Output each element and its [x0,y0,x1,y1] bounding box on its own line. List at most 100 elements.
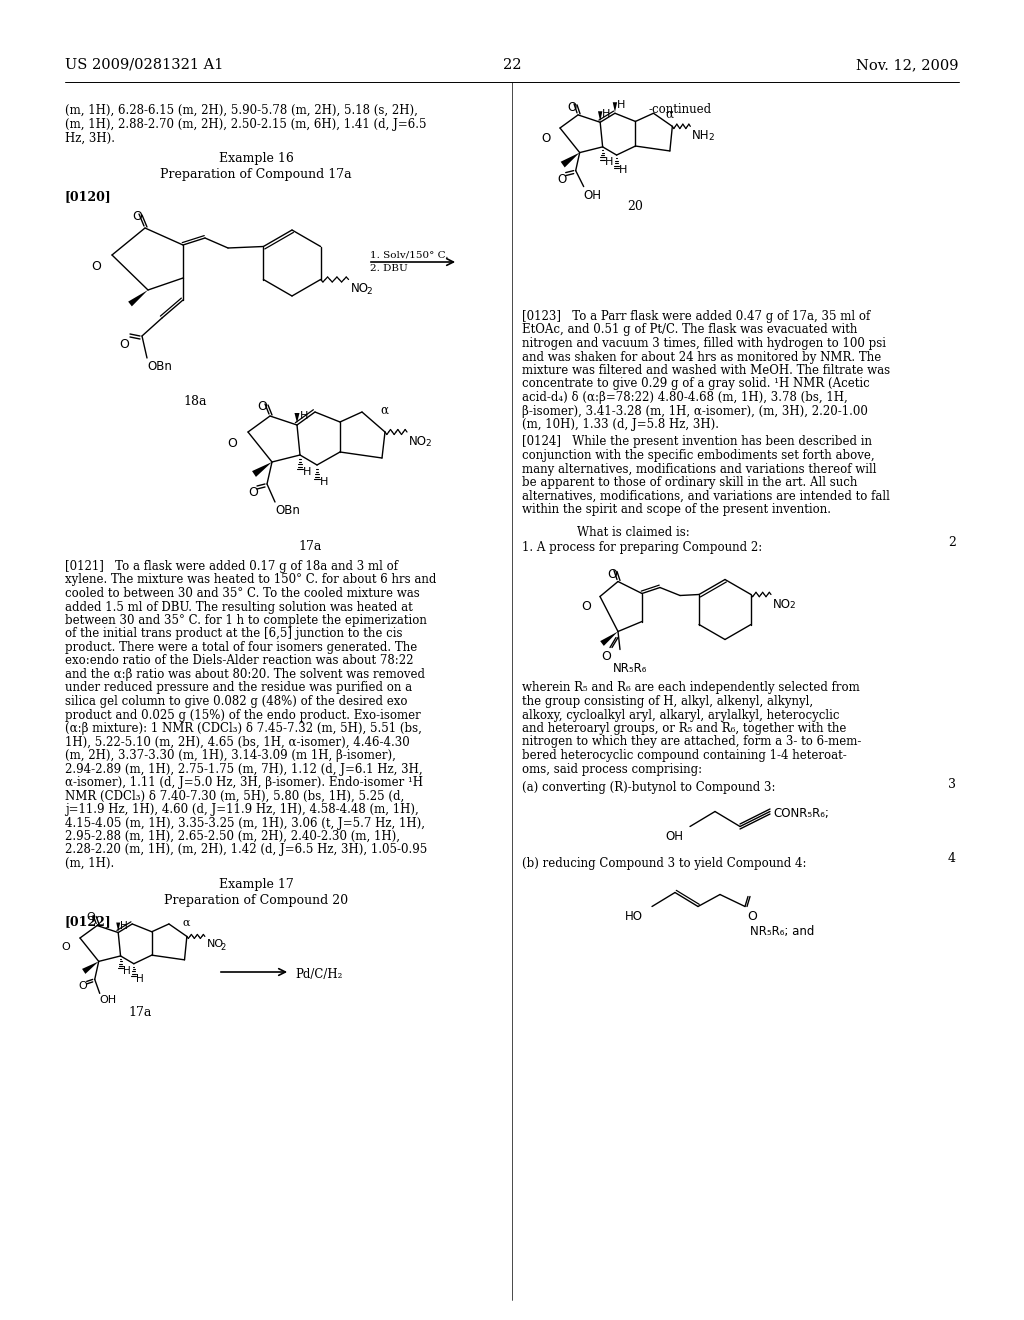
Text: 3: 3 [948,777,956,791]
Text: NR₅R₆: NR₅R₆ [613,661,647,675]
Text: be apparent to those of ordinary skill in the art. All such: be apparent to those of ordinary skill i… [522,477,857,488]
Text: O: O [567,100,577,114]
Text: 2.28-2.20 (m, 1H), (m, 2H), 1.42 (d, J=6.5 Hz, 3H), 1.05-0.95: 2.28-2.20 (m, 1H), (m, 2H), 1.42 (d, J=6… [65,843,427,857]
Text: many alternatives, modifications and variations thereof will: many alternatives, modifications and var… [522,462,877,475]
Text: O: O [581,601,591,614]
Text: H: H [136,974,143,983]
Text: acid-d₄) δ (α:β=78:22) 4.80-4.68 (m, 1H), 3.78 (bs, 1H,: acid-d₄) δ (α:β=78:22) 4.80-4.68 (m, 1H)… [522,391,848,404]
Polygon shape [116,923,120,932]
Text: NH: NH [692,129,710,143]
Text: bered heterocyclic compound containing 1-4 heteroat-: bered heterocyclic compound containing 1… [522,748,847,762]
Text: [0124]   While the present invention has been described in: [0124] While the present invention has b… [522,436,872,449]
Text: H: H [319,477,329,487]
Text: the group consisting of H, alkyl, alkenyl, alkynyl,: the group consisting of H, alkyl, alkeny… [522,696,813,708]
Text: (m, 1H), 6.28-6.15 (m, 2H), 5.90-5.78 (m, 2H), 5.18 (s, 2H),: (m, 1H), 6.28-6.15 (m, 2H), 5.90-5.78 (m… [65,104,418,117]
Text: Pd/C/H₂: Pd/C/H₂ [295,968,342,981]
Text: H: H [602,110,610,119]
Text: OH: OH [584,189,602,202]
Text: Example 17: Example 17 [219,878,293,891]
Text: H: H [300,411,308,421]
Text: 1. Solv/150° C.: 1. Solv/150° C. [370,249,449,259]
Text: OH: OH [665,830,683,843]
Text: cooled to between 30 and 35° C. To the cooled mixture was: cooled to between 30 and 35° C. To the c… [65,587,420,601]
Polygon shape [598,111,602,121]
Text: NO: NO [773,598,791,610]
Text: and the α:β ratio was about 80:20. The solvent was removed: and the α:β ratio was about 80:20. The s… [65,668,425,681]
Text: Preparation of Compound 20: Preparation of Compound 20 [164,894,348,907]
Text: conjunction with the specific embodiments set forth above,: conjunction with the specific embodiment… [522,449,874,462]
Text: under reduced pressure and the residue was purified on a: under reduced pressure and the residue w… [65,681,412,694]
Text: oms, said process comprising:: oms, said process comprising: [522,763,702,776]
Text: 2.95-2.88 (m, 1H), 2.65-2.50 (m, 2H), 2.40-2.30 (m, 1H),: 2.95-2.88 (m, 1H), 2.65-2.50 (m, 2H), 2.… [65,830,400,843]
Text: product. There were a total of four isomers generated. The: product. There were a total of four isom… [65,642,417,653]
Text: Preparation of Compound 17a: Preparation of Compound 17a [160,168,352,181]
Text: β-isomer), 3.41-3.28 (m, 1H, α-isomer), (m, 3H), 2.20-1.00: β-isomer), 3.41-3.28 (m, 1H, α-isomer), … [522,404,868,417]
Text: [0123]   To a Parr flask were added 0.47 g of 17a, 35 ml of: [0123] To a Parr flask were added 0.47 g… [522,310,870,323]
Text: Hz, 3H).: Hz, 3H). [65,132,115,145]
Text: O: O [61,942,71,952]
Text: and heteroaryl groups, or R₅ and R₆, together with the: and heteroaryl groups, or R₅ and R₆, tog… [522,722,847,735]
Text: (a) converting (R)-butynol to Compound 3:: (a) converting (R)-butynol to Compound 3… [522,781,775,795]
Text: (m, 1H).: (m, 1H). [65,857,115,870]
Text: nitrogen to which they are attached, form a 3- to 6-mem-: nitrogen to which they are attached, for… [522,735,861,748]
Text: (α:β mixture): 1 NMR (CDCl₃) δ 7.45-7.32 (m, 5H), 5.51 (bs,: (α:β mixture): 1 NMR (CDCl₃) δ 7.45-7.32… [65,722,422,735]
Text: O: O [746,911,757,924]
Text: O: O [91,260,101,273]
Text: -continued: -continued [648,103,712,116]
Text: O: O [227,437,237,450]
Text: 17a: 17a [298,540,322,553]
Polygon shape [295,413,299,422]
Text: (m, 2H), 3.37-3.30 (m, 1H), 3.14-3.09 (m 1H, β-isomer),: (m, 2H), 3.37-3.30 (m, 1H), 3.14-3.09 (m… [65,748,396,762]
Text: 18a: 18a [183,395,207,408]
Text: H: H [303,467,311,477]
Text: [0121]   To a flask were added 0.17 g of 18a and 3 ml of: [0121] To a flask were added 0.17 g of 1… [65,560,398,573]
Text: silica gel column to give 0.082 g (48%) of the desired exo: silica gel column to give 0.082 g (48%) … [65,696,408,708]
Text: (b) reducing Compound 3 to yield Compound 4:: (b) reducing Compound 3 to yield Compoun… [522,857,807,870]
Text: and was shaken for about 24 hrs as monitored by NMR. The: and was shaken for about 24 hrs as monit… [522,351,882,363]
Text: NMR (CDCl₃) δ 7.40-7.30 (m, 5H), 5.80 (bs, 1H), 5.25 (d,: NMR (CDCl₃) δ 7.40-7.30 (m, 5H), 5.80 (b… [65,789,404,803]
Text: O: O [557,173,566,186]
Text: 2: 2 [221,944,226,953]
Text: O: O [132,210,142,223]
Text: O: O [87,912,95,921]
Text: CONR₅R₆;: CONR₅R₆; [773,808,828,821]
Text: concentrate to give 0.29 g of a gray solid. ¹H NMR (Acetic: concentrate to give 0.29 g of a gray sol… [522,378,869,391]
Text: α: α [666,107,674,120]
Text: O: O [257,400,267,413]
Text: [0120]: [0120] [65,190,112,203]
Text: NR₅R₆; and: NR₅R₆; and [750,924,814,937]
Text: (m, 1H), 2.88-2.70 (m, 2H), 2.50-2.15 (m, 6H), 1.41 (d, J=6.5: (m, 1H), 2.88-2.70 (m, 2H), 2.50-2.15 (m… [65,117,427,131]
Text: 22: 22 [503,58,521,73]
Text: H: H [120,920,128,931]
Text: H: H [123,966,130,975]
Text: xylene. The mixture was heated to 150° C. for about 6 hrs and: xylene. The mixture was heated to 150° C… [65,573,436,586]
Polygon shape [128,290,148,306]
Text: H: H [616,100,626,111]
Text: H: H [618,165,627,176]
Polygon shape [600,631,618,645]
Text: j=11.9 Hz, 1H), 4.60 (d, J=11.9 Hz, 1H), 4.58-4.48 (m, 1H),: j=11.9 Hz, 1H), 4.60 (d, J=11.9 Hz, 1H),… [65,803,419,816]
Text: wherein R₅ and R₆ are each independently selected from: wherein R₅ and R₆ are each independently… [522,681,860,694]
Polygon shape [561,153,580,168]
Text: [0122]: [0122] [65,915,112,928]
Text: OBn: OBn [275,504,300,517]
Text: 1. A process for preparing Compound 2:: 1. A process for preparing Compound 2: [522,540,762,553]
Text: O: O [248,486,258,499]
Text: HO: HO [625,911,643,924]
Text: 2: 2 [425,440,431,447]
Polygon shape [612,102,617,112]
Text: 20: 20 [627,201,643,213]
Polygon shape [252,462,272,477]
Text: NO: NO [207,940,224,949]
Text: 4: 4 [948,853,956,866]
Text: O: O [607,568,616,581]
Text: H: H [604,157,613,166]
Text: 17a: 17a [128,1006,152,1019]
Text: O: O [542,132,551,145]
Text: Nov. 12, 2009: Nov. 12, 2009 [856,58,959,73]
Text: mixture was filtered and washed with MeOH. The filtrate was: mixture was filtered and washed with MeO… [522,364,890,378]
Text: alkoxy, cycloalkyl aryl, alkaryl, arylalkyl, heterocyclic: alkoxy, cycloalkyl aryl, alkaryl, arylal… [522,709,840,722]
Text: α: α [183,917,190,928]
Text: α: α [380,404,388,417]
Text: within the spirit and scope of the present invention.: within the spirit and scope of the prese… [522,503,831,516]
